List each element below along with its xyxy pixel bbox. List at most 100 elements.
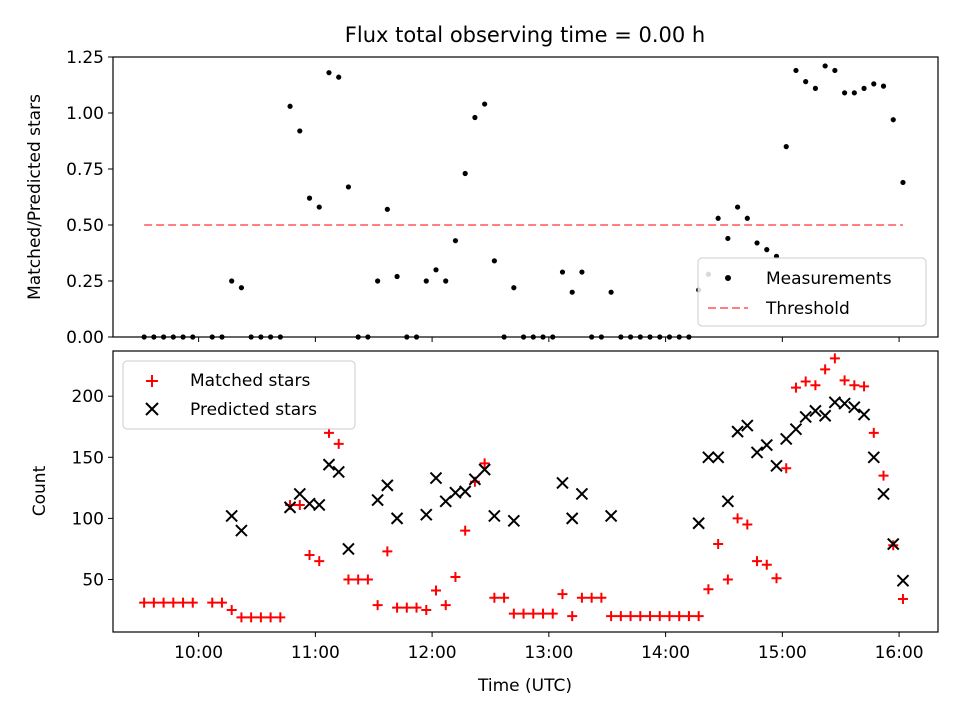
matched-star-point [440,600,451,611]
measurement-point [793,67,799,74]
matched-star-point [294,499,305,510]
matched-star-point [158,597,169,608]
predicted-star-point [575,487,589,501]
matched-star-point [693,611,704,622]
matched-star-point [226,605,237,616]
measurement-point [608,289,614,295]
measurement-point [229,278,235,284]
measurement-point [569,289,575,295]
predicted-star-point [313,498,326,512]
predicted-stars-series [225,396,910,587]
measurement-point [316,204,322,210]
measurement-point [336,74,342,80]
matched-star-point [314,556,325,567]
matched-star-point [645,611,656,622]
predicted-star-point [565,512,579,525]
predicted-star-point [896,574,910,587]
matched-star-point [829,353,840,364]
bottom-panel-frame [112,350,939,633]
measurement-point [452,238,459,244]
measurement-point [861,85,867,91]
predicted-star-point [741,419,754,432]
matched-star-point [343,574,354,585]
matched-star-point [275,612,286,623]
bottom-y-tick-label: 150 [72,448,104,468]
top-panel: Flux total observing time = 0.00 h Match… [25,23,939,348]
bottom-panel-y-axis-label: Count [30,465,50,516]
measurement-point [900,179,906,186]
matched-star-point [800,376,811,387]
matched-star-point [353,574,364,585]
measurement-point [559,269,566,275]
predicted-star-point [478,463,491,476]
matched-star-point [489,592,500,603]
predicted-star-point [293,487,306,501]
predicted-star-point [381,479,394,492]
measurement-point [375,278,381,284]
matched-star-point [148,597,159,608]
top-y-tick-label: 0.25 [66,272,104,292]
predicted-star-point [390,512,404,525]
matched-star-point [362,574,373,585]
measurement-point [462,170,468,177]
matched-star-point [421,605,432,616]
top-panel-y-ticks: 0.00 0.25 0.50 0.75 1.00 1.25 [66,48,113,348]
predicted-star-point [322,458,336,471]
predicted-star-point [789,422,803,436]
measurement-point [803,79,809,85]
measurement-point [297,128,303,134]
measurement-point [433,267,439,273]
bottom-legend-box [122,360,356,430]
predicted-star-point [799,410,812,424]
bottom-y-tick-label: 50 [82,570,104,590]
matched-star-point [392,602,403,613]
measurement-point [871,81,877,87]
predicted-star-point [809,404,822,418]
measurement-point [725,235,731,242]
predicted-star-point [342,542,355,556]
measurement-point [715,215,721,221]
matched-star-point [265,612,276,623]
predicted-star-point [702,451,715,464]
predicted-star-point [780,432,793,446]
legend-matched-label: Matched stars [190,371,310,391]
matched-star-point [178,597,189,608]
top-y-tick-label: 0.50 [66,216,104,236]
bottom-panel-x-axis-label: Time (UTC) [477,676,572,696]
predicted-star-point [371,493,384,507]
bottom-panel-x-ticks: 10:00 11:00 12:00 13:00 14:00 15:00 16:00 [174,632,924,663]
measurement-point [287,103,293,109]
predicted-star-point [721,495,735,508]
measurement-point [890,117,896,123]
matched-star-point [372,600,383,611]
matched-star-point [216,597,227,608]
matched-star-point [586,592,597,603]
measurement-point [812,85,819,91]
measurement-point [734,204,741,210]
measurement-point [326,70,332,76]
top-legend: Measurements Threshold [697,257,927,327]
predicted-star-point [283,501,297,514]
matched-star-point [460,525,471,536]
matched-star-point [518,608,529,619]
matched-star-point [333,438,344,449]
matched-star-point [839,375,850,386]
matched-star-point [450,572,461,583]
predicted-star-point [848,400,861,414]
matched-star-point [868,427,879,438]
measurement-point [443,278,449,284]
matched-star-point [859,381,870,392]
predicted-star-point [770,459,783,473]
matched-star-point [304,550,315,561]
predicted-star-point [838,397,851,410]
matched-star-point [771,573,782,584]
predicted-star-point [692,517,705,530]
matched-star-point [781,463,792,474]
matched-star-point [810,380,821,391]
predicted-star-point [760,438,773,452]
top-panel-x-ticks [198,337,900,342]
measurement-point [822,63,828,69]
matched-star-point [576,592,587,603]
predicted-star-point [332,465,345,479]
